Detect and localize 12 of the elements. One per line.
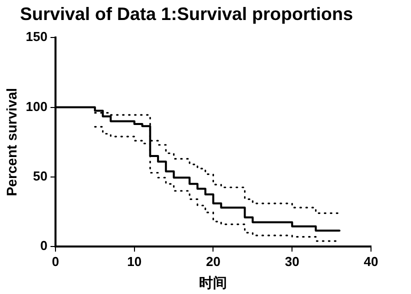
x-tick-label: 10 bbox=[127, 254, 142, 269]
y-tick-label: 50 bbox=[33, 168, 48, 184]
x-tick-label: 20 bbox=[206, 254, 220, 269]
x-tick-label: 40 bbox=[364, 254, 378, 269]
y-axis-title: Percent survival bbox=[3, 88, 20, 196]
y-tick-label: 150 bbox=[26, 29, 48, 44]
chart-title: Survival of Data 1:Survival proportions bbox=[20, 4, 354, 24]
x-tick-label: 0 bbox=[52, 254, 60, 269]
x-tick-label: 30 bbox=[284, 254, 300, 269]
x-axis-title: 时间 bbox=[199, 274, 228, 290]
y-tick-label: 0 bbox=[40, 238, 48, 254]
y-tick-label: 100 bbox=[26, 98, 48, 114]
